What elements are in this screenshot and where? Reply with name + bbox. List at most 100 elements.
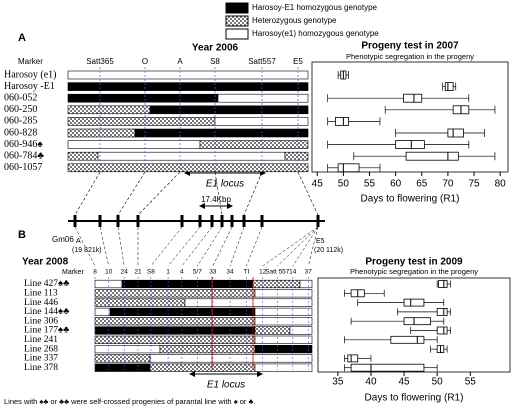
row-label: 060-052	[4, 92, 37, 103]
plot-frame	[317, 277, 511, 373]
link-line	[117, 226, 125, 267]
box	[335, 117, 349, 126]
row-label: Harosoy -E1	[4, 81, 55, 92]
chart-title: Progeny test in 2009	[365, 257, 463, 268]
genotype-segment	[67, 117, 216, 126]
genotype-segment	[254, 335, 313, 344]
marker-label: 5/7	[193, 269, 202, 276]
marker-label: E5	[293, 57, 303, 66]
genotype-segment	[254, 326, 291, 335]
row-label: Line 241	[24, 335, 58, 345]
box	[403, 93, 423, 103]
row-label: Line 378	[24, 363, 58, 373]
x-tick-label: 40	[365, 377, 377, 388]
box	[390, 335, 425, 344]
row-label: Line 337	[24, 354, 58, 364]
row-label: 060-784♣	[4, 150, 44, 161]
marker-label: TI	[243, 269, 249, 276]
genotype-segment	[94, 326, 256, 335]
box	[444, 82, 454, 91]
x-tick-label: 80	[495, 179, 507, 190]
genotype-segment	[94, 344, 161, 354]
genotype-segment	[97, 151, 286, 161]
chromosome-tick	[198, 215, 202, 227]
marker-label: 14	[289, 269, 297, 276]
link-line	[99, 226, 110, 267]
row-label: 060-1057	[4, 162, 42, 173]
chromosome-tick	[220, 215, 224, 227]
marker-label: 33	[209, 269, 217, 276]
chromosome-tick	[260, 215, 264, 227]
x-tick-label: 65	[416, 179, 428, 190]
legend-swatch	[225, 2, 249, 14]
marker-label: Satt365	[86, 57, 114, 66]
genotype-segment	[254, 289, 313, 298]
genotype-segment	[67, 151, 99, 161]
genotype-segment	[67, 105, 151, 115]
genotype-segment	[67, 93, 219, 103]
x-tick-label: 55	[465, 377, 477, 388]
footnote: Lines with ♠♣ or ♣♣ were self-crossed pr…	[4, 397, 256, 406]
marker-label: O	[142, 57, 148, 66]
marker-header: Marker	[18, 57, 43, 66]
link-line	[262, 226, 319, 267]
row-label: Line 427♠♣	[24, 279, 69, 289]
x-axis-label: Days to flowering (R1)	[361, 194, 460, 205]
box	[350, 363, 425, 372]
chart-subtitle: Phenotypic segregation in the progeny	[350, 267, 478, 276]
chromosome-name: Gm06	[52, 235, 74, 244]
row-label: Line 113	[24, 288, 58, 298]
row-label: Line 446	[24, 298, 58, 308]
link-line	[74, 226, 96, 267]
link-line	[167, 226, 201, 267]
chromosome-tick	[210, 215, 214, 227]
legend-swatch	[225, 28, 249, 40]
locus-label: E1 locus	[207, 380, 245, 391]
genotype-segment	[67, 82, 309, 91]
x-tick-label: 35	[332, 377, 344, 388]
link-line	[74, 171, 101, 216]
genotype-segment	[284, 151, 309, 161]
genotype-segment	[149, 354, 313, 363]
panel-label: B	[18, 229, 26, 241]
marker-label: S8	[210, 57, 220, 66]
box	[347, 354, 359, 363]
genotype-segment	[67, 163, 309, 173]
distance-label: 17.4Kbp	[201, 195, 231, 204]
chromosome-marker: A	[76, 238, 81, 245]
x-tick-label: 75	[468, 179, 480, 190]
link-line	[277, 226, 319, 267]
marker-header: Marker	[62, 269, 84, 276]
box	[436, 326, 448, 335]
row-label: Line 306	[24, 316, 58, 326]
marker-label: Satt 557	[265, 269, 290, 276]
link-line	[137, 171, 181, 216]
chromosome-position: (20 112k)	[314, 247, 343, 254]
genotype-segment	[254, 363, 313, 372]
chart-title: Progeny test in 2007	[361, 41, 459, 52]
box	[436, 307, 448, 316]
row-label: Line 144♠♣	[24, 307, 69, 317]
genotype-segment	[184, 298, 313, 307]
x-tick-label: 60	[390, 179, 402, 190]
box	[403, 317, 431, 326]
x-tick-label: 50	[338, 179, 350, 190]
row-label: 060-285	[4, 116, 37, 127]
genotype-segment	[94, 317, 256, 326]
link-line	[117, 171, 146, 216]
box	[337, 163, 360, 173]
genotype-segment	[94, 335, 256, 344]
box	[395, 140, 425, 150]
link-line	[181, 226, 213, 267]
chromosome-tick	[316, 215, 320, 227]
legend-label: Harosoy-E1 homozygous genotype	[252, 3, 378, 12]
row-label: 060-250	[4, 104, 37, 115]
marker-label: 24	[121, 269, 129, 276]
panel-label: A	[18, 32, 26, 44]
genotype-segment	[254, 317, 313, 326]
marker-label: 34	[226, 269, 234, 276]
link-line	[292, 226, 319, 267]
box	[405, 151, 459, 161]
marker-label: 4	[180, 269, 184, 276]
